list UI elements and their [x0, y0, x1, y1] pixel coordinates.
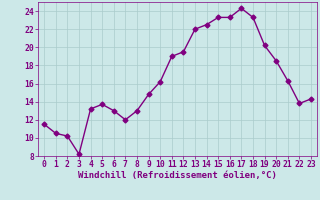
X-axis label: Windchill (Refroidissement éolien,°C): Windchill (Refroidissement éolien,°C): [78, 171, 277, 180]
